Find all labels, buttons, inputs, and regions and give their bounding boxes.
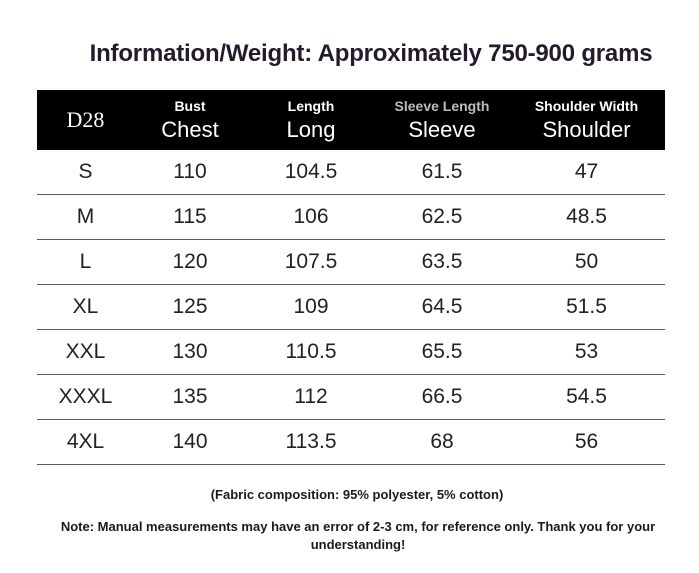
- length-cell: 104.5: [246, 150, 376, 195]
- header-length-sub: Long: [286, 117, 336, 142]
- size-cell: XXL: [37, 329, 134, 375]
- size-cell: L: [37, 239, 134, 285]
- table-row: XXXL 135 112 66.5 54.5: [37, 374, 665, 420]
- chest-cell: 135: [134, 374, 246, 420]
- header-chest-label: Bust: [174, 98, 206, 114]
- shoulder-cell: 54.5: [508, 374, 665, 420]
- header-length-label: Length: [287, 98, 335, 114]
- sleeve-cell: 62.5: [376, 194, 508, 240]
- chest-cell: 120: [134, 239, 246, 285]
- length-cell: 112: [246, 374, 376, 420]
- fabric-composition: (Fabric composition: 95% polyester, 5% c…: [210, 487, 504, 502]
- sleeve-cell: 64.5: [376, 284, 508, 330]
- shoulder-cell: 48.5: [508, 194, 665, 240]
- chest-cell: 130: [134, 329, 246, 375]
- size-cell: XXXL: [37, 374, 134, 420]
- table-row: 4XL 140 113.5 68 56: [37, 419, 665, 465]
- header-chest: Bust Chest: [134, 90, 246, 150]
- measurement-note: Note: Manual measurements may have an er…: [60, 519, 656, 552]
- table-row: S 110 104.5 61.5 47: [37, 150, 665, 195]
- header-sleeve: Sleeve Length Sleeve: [376, 90, 508, 150]
- table-row: XL 125 109 64.5 51.5: [37, 284, 665, 330]
- chest-cell: 110: [134, 150, 246, 195]
- shoulder-cell: 53: [508, 329, 665, 375]
- chest-cell: 140: [134, 419, 246, 465]
- shoulder-cell: 51.5: [508, 284, 665, 330]
- header-shoulder-label: Shoulder Width: [534, 98, 639, 114]
- sleeve-cell: 63.5: [376, 239, 508, 285]
- header-chest-sub: Chest: [161, 117, 219, 142]
- table-row: L 120 107.5 63.5 50: [37, 239, 665, 285]
- chest-cell: 125: [134, 284, 246, 330]
- size-cell: XL: [37, 284, 134, 330]
- product-code: D28: [66, 107, 105, 132]
- header-shoulder: Shoulder Width Shoulder: [508, 90, 665, 150]
- header-shoulder-sub: Shoulder: [542, 117, 631, 142]
- shoulder-cell: 47: [508, 150, 665, 195]
- header-length: Length Long: [246, 90, 376, 150]
- table-header-row: D28 Bust Chest Length Long Sleeve Length…: [37, 90, 665, 150]
- length-cell: 107.5: [246, 239, 376, 285]
- length-cell: 109: [246, 284, 376, 330]
- header-sleeve-label: Sleeve Length: [394, 98, 490, 114]
- header-product-code: D28: [37, 90, 134, 150]
- size-cell: S: [37, 150, 134, 195]
- header-sleeve-sub: Sleeve: [408, 117, 476, 142]
- length-cell: 106: [246, 194, 376, 240]
- table-row: XXL 130 110.5 65.5 53: [37, 329, 665, 375]
- table-row: M 115 106 62.5 48.5: [37, 194, 665, 240]
- chest-cell: 115: [134, 194, 246, 240]
- length-cell: 113.5: [246, 419, 376, 465]
- length-cell: 110.5: [246, 329, 376, 375]
- shoulder-cell: 56: [508, 419, 665, 465]
- shoulder-cell: 50: [508, 239, 665, 285]
- size-cell: M: [37, 194, 134, 240]
- sleeve-cell: 68: [376, 419, 508, 465]
- page-title: Information/Weight: Approximately 750-90…: [89, 40, 653, 67]
- size-chart-table: D28 Bust Chest Length Long Sleeve Length…: [37, 90, 665, 465]
- sleeve-cell: 66.5: [376, 374, 508, 420]
- sleeve-cell: 65.5: [376, 329, 508, 375]
- size-cell: 4XL: [37, 419, 134, 465]
- sleeve-cell: 61.5: [376, 150, 508, 195]
